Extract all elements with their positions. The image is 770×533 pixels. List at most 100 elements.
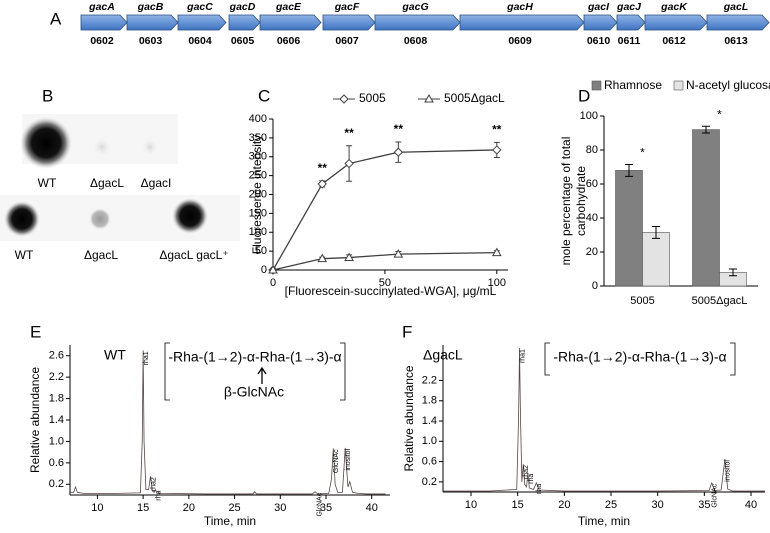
marker bbox=[268, 264, 278, 274]
structure: -Rha-(1→2)-α-Rha-(1→3)-α bbox=[553, 349, 726, 365]
peak-label: GlcNAc bbox=[712, 483, 719, 507]
blot-dot bbox=[93, 138, 111, 156]
gene-name: gacF bbox=[334, 1, 360, 13]
point-label: ** bbox=[344, 126, 354, 140]
x-tick-label: 20 bbox=[558, 499, 570, 511]
gene-arrow bbox=[177, 14, 227, 31]
x-tick-label: 15 bbox=[137, 502, 149, 514]
error-bar bbox=[702, 125, 710, 134]
y-tick-label: 1.8 bbox=[49, 392, 64, 404]
x-tick-label: 35 bbox=[320, 502, 332, 514]
bar bbox=[642, 232, 670, 287]
panel-label: E bbox=[30, 322, 41, 341]
x-tick-label: 30 bbox=[274, 502, 286, 514]
error-bar bbox=[652, 226, 660, 239]
x-tick-label: 25 bbox=[605, 499, 617, 511]
y-axis-label: carbohydrate bbox=[574, 166, 588, 236]
gene-name: gacI bbox=[587, 1, 610, 13]
legend-marker bbox=[424, 93, 434, 103]
gene-name: gacL bbox=[723, 1, 749, 13]
x-tick-label: 10 bbox=[465, 499, 477, 511]
y-tick-label: 0.6 bbox=[49, 457, 64, 469]
gene-locus: 0608 bbox=[404, 35, 428, 47]
blot-label: ΔgacI bbox=[141, 176, 172, 190]
marker bbox=[393, 147, 404, 157]
y-tick-label: 100 bbox=[249, 226, 267, 238]
panel-label: D bbox=[578, 86, 590, 105]
x-tick-label: 5005 bbox=[630, 295, 654, 307]
bracket bbox=[544, 342, 736, 376]
gene-name: gacA bbox=[88, 1, 115, 13]
gene-locus: 0609 bbox=[508, 35, 532, 47]
x-axis-label: Time, min bbox=[204, 514, 256, 528]
gene-locus: 0610 bbox=[587, 35, 611, 47]
bar bbox=[692, 129, 720, 287]
y-tick-label: 350 bbox=[249, 132, 267, 144]
y-tick-label: 0 bbox=[261, 264, 267, 276]
peak-label: inositol bbox=[345, 448, 352, 470]
gene-arrow bbox=[374, 14, 461, 31]
gene-locus: 0604 bbox=[188, 35, 212, 47]
peak-label: rha1 bbox=[519, 349, 526, 363]
y-axis-label: mole percentage of total bbox=[559, 137, 573, 266]
point-label: ** bbox=[318, 161, 328, 175]
y-tick-label: 1.0 bbox=[49, 435, 64, 447]
legend-label: N-acetyl glucosamine bbox=[686, 78, 770, 92]
blot-images: WT ΔgacL ΔgacI WT ΔgacL ΔgacL gacL⁺ bbox=[0, 114, 240, 262]
gene-name: gacJ bbox=[616, 1, 642, 13]
y-tick-label: 40 bbox=[586, 212, 598, 224]
x-axis-label: Time, min bbox=[578, 514, 630, 528]
y-tick-label: 50 bbox=[255, 245, 267, 257]
y-tick-label: 0.2 bbox=[49, 478, 64, 490]
gene-arrow bbox=[583, 14, 618, 31]
blot-label: WT bbox=[38, 176, 57, 190]
gene-locus: 0605 bbox=[231, 35, 255, 47]
y-tick-label: 300 bbox=[249, 151, 267, 163]
marker bbox=[344, 158, 354, 169]
legend-swatch bbox=[591, 80, 602, 91]
point-label: ** bbox=[394, 122, 404, 136]
branch: β-GlcNAc bbox=[224, 384, 284, 400]
peak-label: GlcNAc bbox=[317, 492, 324, 516]
y-tick-label: 0.6 bbox=[422, 455, 437, 467]
panel-label: F bbox=[402, 322, 412, 341]
gene-locus: 0611 bbox=[618, 35, 641, 47]
y-tick-label: 100 bbox=[580, 110, 598, 122]
significance: * bbox=[717, 107, 722, 121]
panel-label: A bbox=[50, 9, 62, 28]
x-tick-label: 10 bbox=[91, 502, 103, 514]
x-tick-label: 40 bbox=[366, 502, 378, 514]
gene-locus: 0603 bbox=[139, 35, 163, 47]
y-tick-label: 60 bbox=[586, 178, 598, 190]
marker bbox=[491, 247, 502, 257]
error-bar bbox=[729, 268, 737, 277]
gene-name: gacB bbox=[137, 1, 164, 13]
gene-arrow bbox=[322, 14, 376, 31]
legend-label: 5005ΔgacL bbox=[444, 91, 505, 105]
y-tick-label: 1.8 bbox=[422, 395, 437, 407]
y-tick-label: 400 bbox=[249, 113, 267, 125]
gene-map: gacA 0602 gacB 0603 gacC 0604 gacD 0605 gacE 0606… bbox=[80, 1, 770, 47]
y-tick-label: 80 bbox=[586, 144, 598, 156]
blot-dot bbox=[89, 208, 111, 230]
gene-locus: 0606 bbox=[277, 35, 301, 47]
gene-name: gacK bbox=[660, 1, 688, 13]
series-line bbox=[443, 348, 765, 492]
series-line bbox=[70, 350, 386, 495]
gene-arrow bbox=[80, 14, 128, 31]
series-line bbox=[272, 149, 497, 271]
gene-arrow bbox=[706, 14, 770, 31]
gene-name: gacH bbox=[506, 1, 533, 13]
point-label: ** bbox=[492, 123, 502, 137]
blot-dot bbox=[172, 198, 208, 234]
y-tick-label: 0.2 bbox=[422, 476, 437, 488]
blot-dot bbox=[142, 139, 158, 155]
peak-label: rha2 bbox=[523, 465, 530, 479]
x-tick-label: 5005ΔgacL bbox=[692, 295, 748, 307]
marker bbox=[317, 253, 328, 263]
y-tick-label: 20 bbox=[586, 246, 598, 258]
blot-label: ΔgacL bbox=[84, 248, 118, 262]
blot-dot bbox=[4, 201, 40, 237]
legend-swatch bbox=[673, 80, 684, 91]
